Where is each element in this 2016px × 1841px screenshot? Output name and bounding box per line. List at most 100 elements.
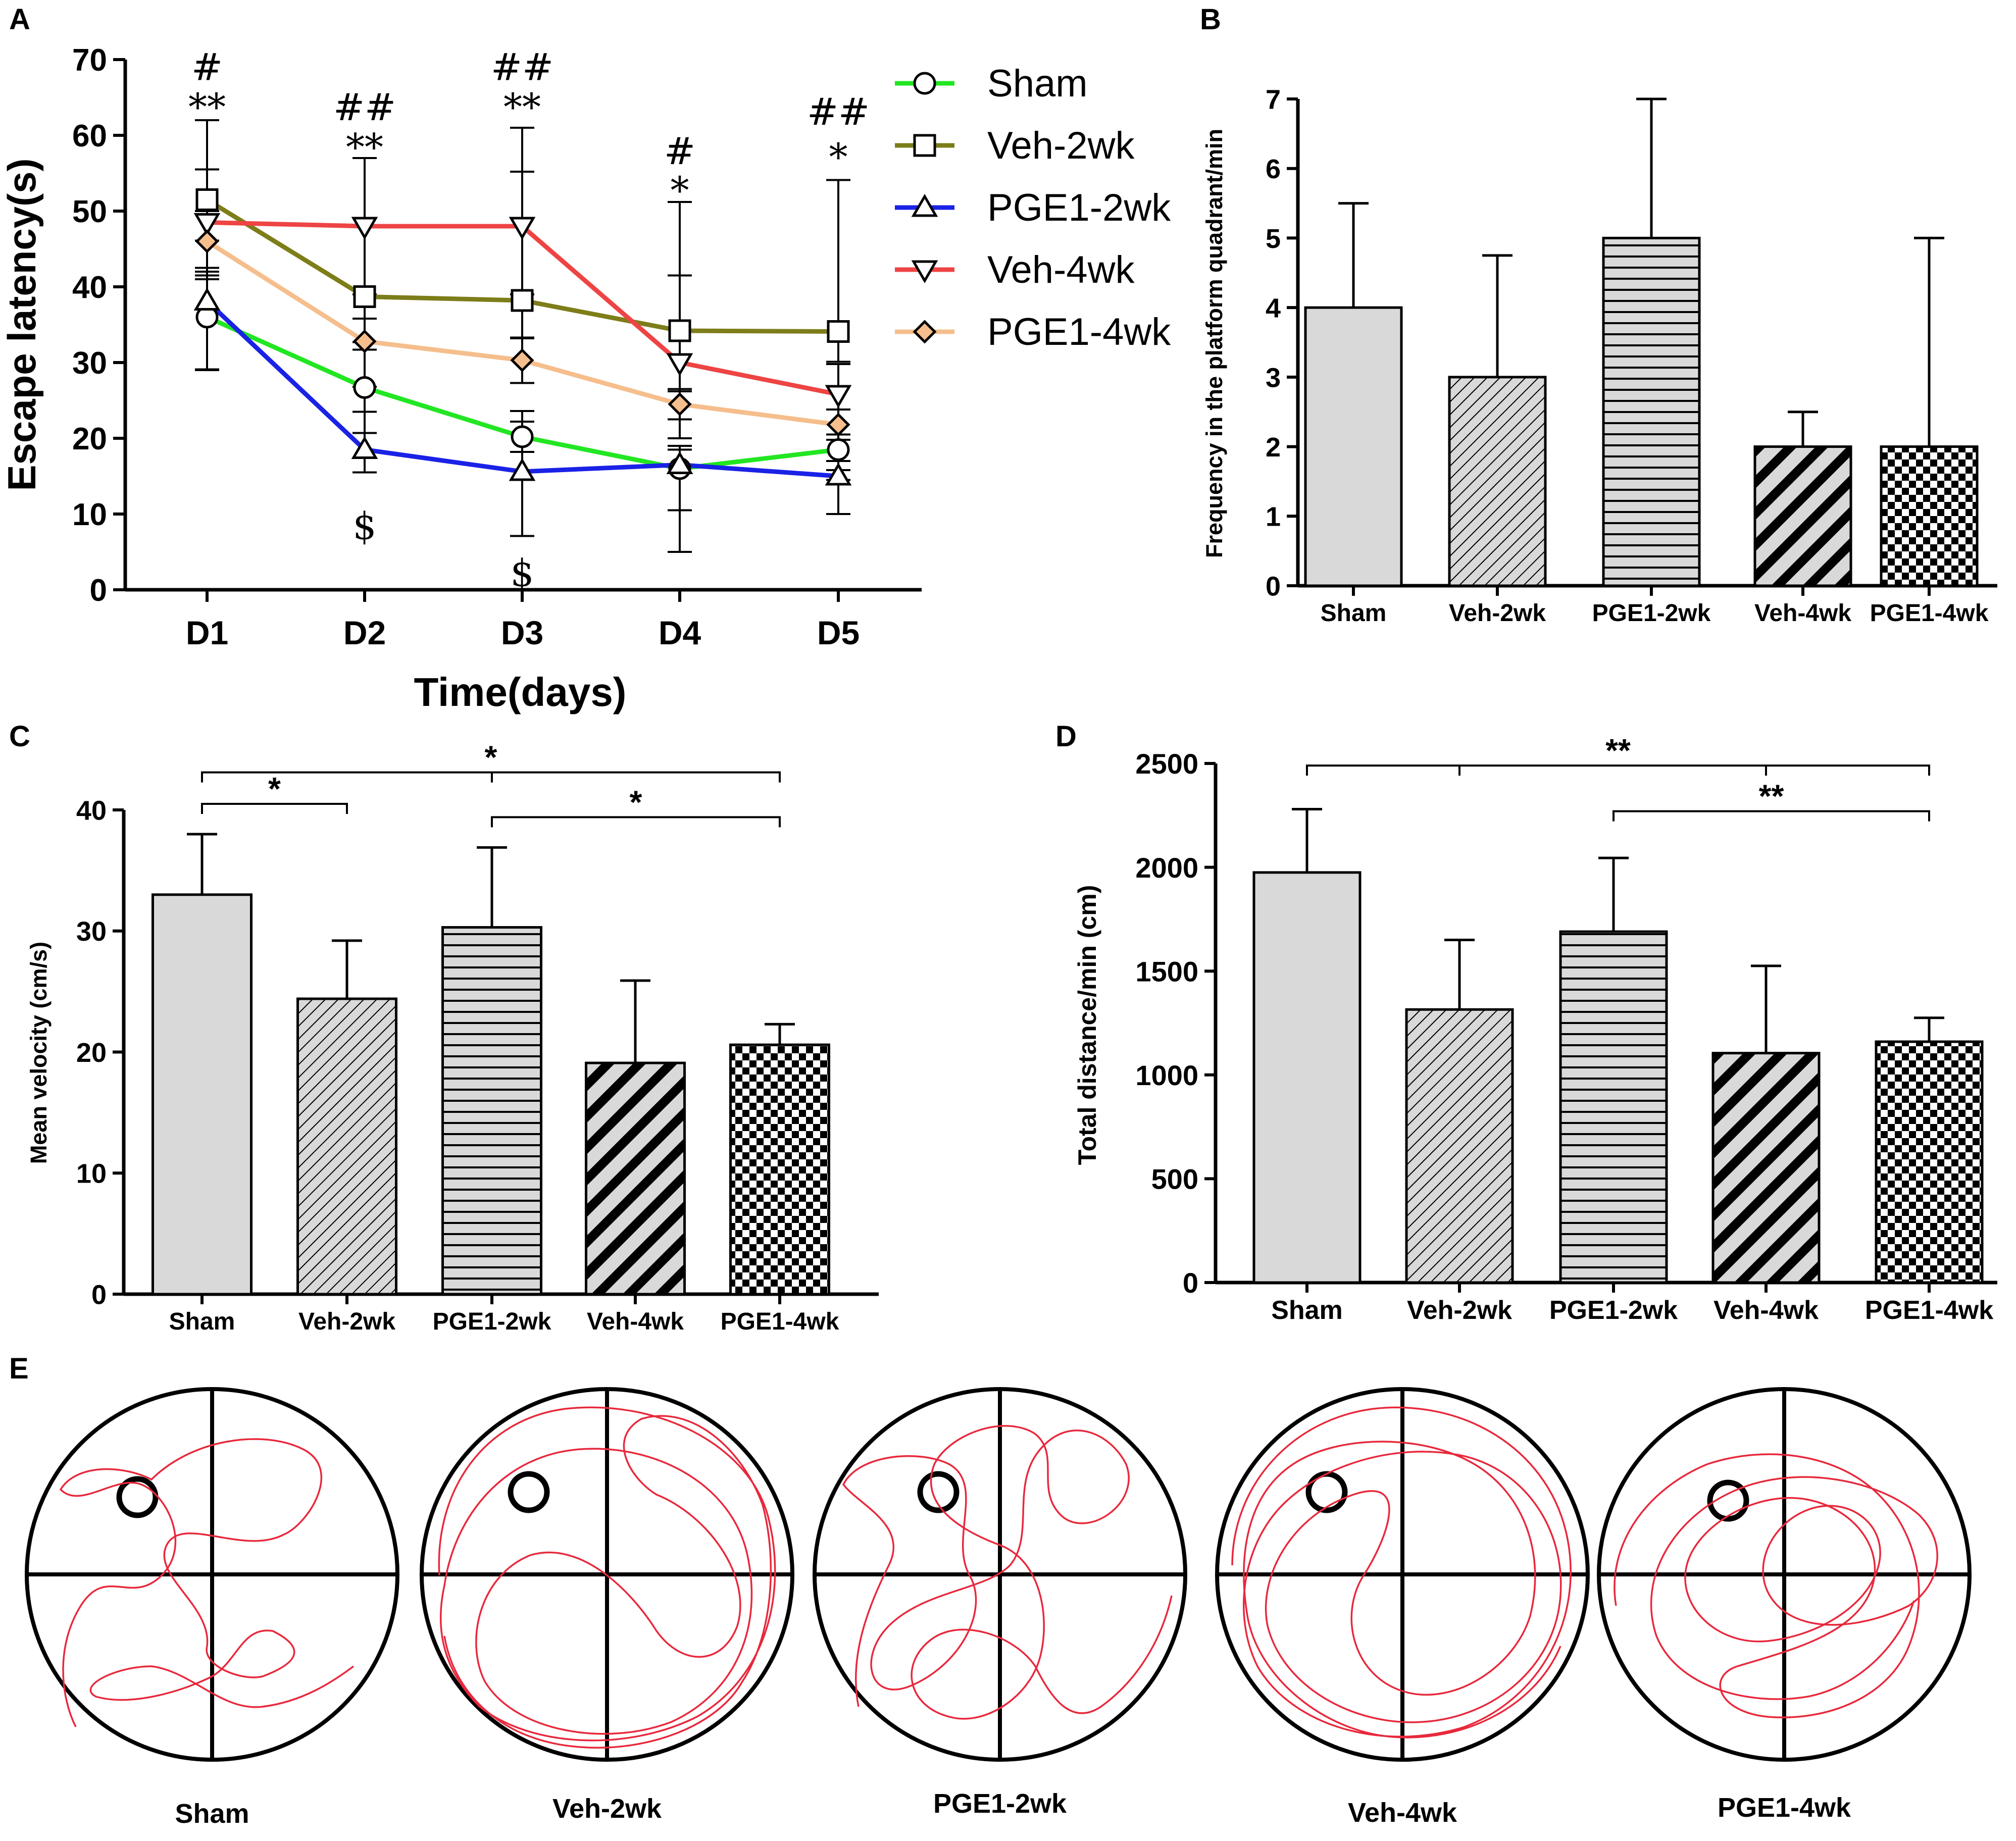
swim-path: [842, 1425, 1173, 1720]
x-tick-label: Sham: [1321, 600, 1387, 627]
marker-diamond: [826, 413, 850, 437]
x-tick-label: PGE1-2wk: [433, 1308, 551, 1335]
y-tick-label: 0: [91, 1280, 107, 1310]
track-label-veh-4wk: Veh-4wk: [1348, 1798, 1457, 1828]
legend-label: Veh-2wk: [987, 124, 1135, 167]
marker-triangle-down: [193, 213, 221, 236]
marker-square: [353, 285, 376, 308]
marker-circle: [827, 438, 850, 461]
marker-circle: [913, 72, 936, 95]
legend-label: PGE1-2wk: [987, 186, 1171, 229]
marker-diamond: [668, 392, 692, 417]
y-tick-label: 2000: [1135, 852, 1198, 884]
marker-triangle-down: [825, 385, 852, 408]
marker-triangle-up: [911, 194, 938, 217]
marker-triangle-up: [825, 463, 852, 486]
bar-pge1-2wk: [1559, 930, 1668, 1284]
y-tick-label: 70: [72, 43, 107, 78]
marker-square: [913, 134, 936, 157]
bracket-line: [491, 816, 781, 828]
marker-triangle-down: [666, 353, 693, 376]
bracket-line: [1306, 764, 1930, 776]
panel-d-bar-chart: 0 500 1000 1500 2000 2500 Sham Veh-2wk PGE1-2wk V…: [1073, 732, 1997, 1325]
significance-mark: *: [829, 136, 848, 179]
bracket-line: [201, 803, 348, 814]
significance-mark: **: [188, 86, 226, 129]
y-tick-label: 20: [72, 422, 107, 456]
x-axis-title: Time(days): [414, 670, 627, 714]
significance-mark: ##: [491, 46, 553, 89]
y-tick-label: 40: [76, 795, 107, 826]
x-tick-label: D5: [817, 614, 860, 651]
y-axis-title: Mean velocity (cm/s): [26, 942, 52, 1164]
significance-mark: *: [671, 169, 689, 213]
swim-path: [1614, 1453, 1938, 1718]
bar-veh-2wk: [1448, 376, 1547, 587]
x-tick-label: Veh-2wk: [298, 1308, 395, 1335]
track-veh-2wk: [420, 1387, 794, 1762]
x-tick-label: PGE1-2wk: [1549, 1296, 1678, 1325]
marker-diamond: [510, 348, 534, 373]
marker-triangle-down: [911, 260, 938, 283]
track-pge1-2wk: [813, 1387, 1187, 1762]
y-tick-label: 7: [1266, 84, 1281, 115]
markers-pge1-4wk: [195, 229, 850, 437]
significance-bracket: **: [1612, 778, 1930, 822]
bar-pge1-4wk: [1880, 445, 1979, 587]
y-tick-label: 500: [1151, 1163, 1198, 1195]
marker-diamond: [195, 229, 219, 253]
panel-label-c: C: [9, 720, 30, 753]
x-tick-label: D4: [659, 614, 701, 651]
y-tick-label: 1: [1266, 502, 1281, 532]
track-label-pge1-4wk: PGE1-4wk: [1718, 1793, 1851, 1823]
y-tick-label: 30: [72, 346, 107, 381]
bar-sham: [1252, 871, 1362, 1284]
y-tick-label: 5: [1266, 224, 1281, 254]
x-tick-label: PGE1-2wk: [1592, 600, 1711, 627]
marker-triangle-down: [509, 217, 536, 240]
marker-circle: [511, 425, 534, 448]
swim-path: [1231, 1406, 1572, 1738]
y-tick-label: 1000: [1135, 1059, 1198, 1091]
marker-triangle-up: [193, 287, 221, 311]
marker-diamond: [352, 329, 377, 353]
track-label-veh-2wk: Veh-2wk: [552, 1794, 662, 1824]
significance-mark: #: [664, 130, 695, 173]
y-tick-label: 60: [72, 119, 107, 154]
panel-label-a: A: [9, 3, 30, 36]
x-tick-label: PGE1-4wk: [1865, 1296, 1993, 1325]
y-tick-label: 1500: [1135, 955, 1198, 987]
significance-mark: $: [352, 505, 376, 548]
track-sham: [25, 1387, 399, 1762]
marker-triangle-up: [509, 458, 536, 481]
x-tick-label: D1: [186, 614, 228, 651]
marker-square: [827, 320, 850, 343]
significance-mark: *: [485, 739, 497, 776]
marker-circle: [353, 376, 376, 399]
panel-label-b: B: [1200, 3, 1221, 36]
y-axis-title: Escape latency(s): [0, 158, 44, 491]
significance-bracket: **: [1306, 732, 1930, 776]
bar-veh-2wk: [1405, 1008, 1514, 1284]
panel-b-bar-chart: 0 1 2 3 4 5 6 7 Sham Veh-2wk PGE1-2wk Veh-4wk PGE1-4…: [1201, 84, 1997, 627]
x-tick-label: D3: [501, 614, 543, 651]
y-tick-label: 20: [76, 1038, 107, 1068]
bar-pge1-2wk: [441, 926, 542, 1296]
bracket-line: [1612, 810, 1930, 822]
swim-path: [438, 1406, 776, 1749]
significance-mark: *: [268, 771, 281, 807]
y-tick-label: 2: [1266, 432, 1281, 463]
swim-path: [59, 1438, 355, 1727]
track-pge1-4wk: [1597, 1387, 1972, 1762]
y-tick-label: 3: [1266, 363, 1281, 393]
marker-triangle-up: [351, 436, 378, 459]
significance-bracket: *: [201, 771, 348, 814]
x-tick-label: D2: [343, 614, 386, 651]
y-tick-label: 4: [1266, 293, 1281, 324]
bar-sham: [152, 893, 253, 1296]
legend-label: Veh-4wk: [987, 248, 1135, 291]
x-tick-label: PGE1-4wk: [721, 1308, 839, 1335]
significance-bracket: *: [491, 784, 781, 828]
significance-bracket: *: [201, 739, 781, 783]
